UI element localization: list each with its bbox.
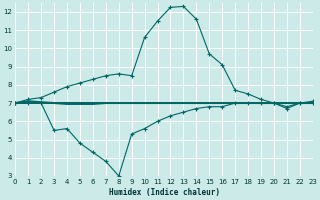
X-axis label: Humidex (Indice chaleur): Humidex (Indice chaleur) (108, 188, 220, 197)
